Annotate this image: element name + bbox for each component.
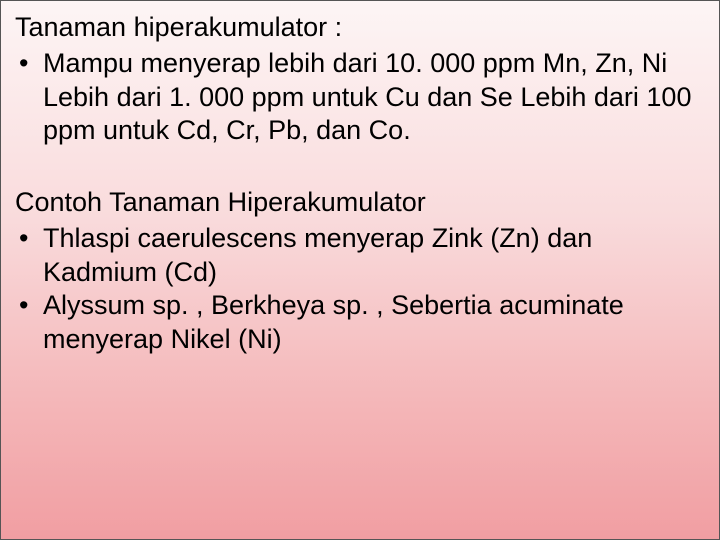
bullet-text: Mampu menyerap lebih dari 10. 000 ppm Mn… (43, 47, 697, 148)
section-2-heading: Contoh Tanaman Hiperakumulator (15, 186, 697, 220)
bullet-mark: • (15, 289, 43, 323)
bullet-text: Thlaspi caerulescens menyerap Zink (Zn) … (43, 222, 697, 290)
bullet-mark: • (15, 47, 43, 81)
section-1-bullet: • Mampu menyerap lebih dari 10. 000 ppm … (15, 47, 697, 148)
section-1-heading: Tanaman hiperakumulator : (15, 11, 697, 45)
bullet-mark: • (15, 222, 43, 256)
section-2-bullet-2: • Alyssum sp. , Berkheya sp. , Sebertia … (15, 289, 697, 357)
bullet-text: Alyssum sp. , Berkheya sp. , Sebertia ac… (43, 289, 697, 357)
slide-container: Tanaman hiperakumulator : • Mampu menyer… (0, 0, 720, 540)
slide-content: Tanaman hiperakumulator : • Mampu menyer… (15, 11, 697, 357)
section-1: Tanaman hiperakumulator : • Mampu menyer… (15, 11, 697, 148)
section-2-bullet-1: • Thlaspi caerulescens menyerap Zink (Zn… (15, 222, 697, 290)
section-2: Contoh Tanaman Hiperakumulator • Thlaspi… (15, 186, 697, 357)
